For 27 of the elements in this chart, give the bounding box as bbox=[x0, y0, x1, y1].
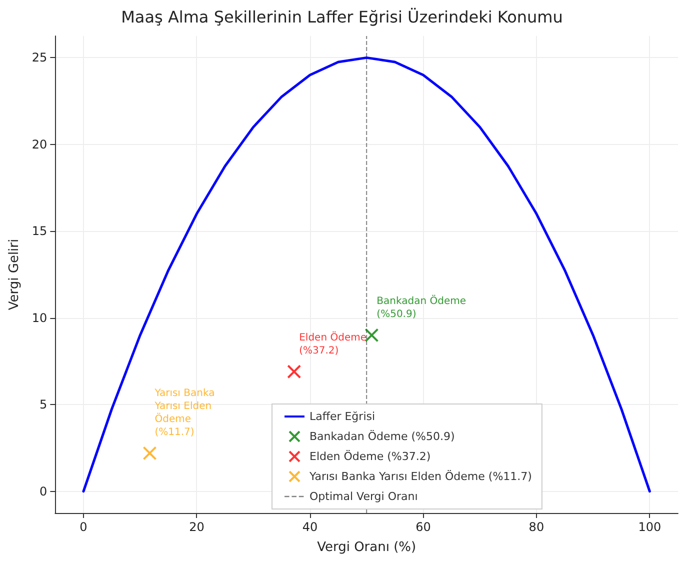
x-tick-label: 100 bbox=[638, 520, 662, 534]
ref-line-label: Optimal Vergi Oranı bbox=[310, 490, 418, 503]
y-tick-label: 15 bbox=[32, 224, 48, 238]
x-tick-label: 60 bbox=[416, 520, 431, 534]
annotation: Elden Ödeme (%37.2) bbox=[299, 330, 366, 357]
x-tick-label: 0 bbox=[80, 520, 88, 534]
x-axis-title: Vergi Oranı (%) bbox=[317, 540, 416, 555]
x-tick-label: 80 bbox=[528, 520, 544, 534]
x-tick-label: 40 bbox=[302, 520, 318, 534]
legend-label: Elden Ödeme (%37.2) bbox=[310, 449, 431, 463]
y-tick-label: 20 bbox=[32, 137, 48, 152]
y-axis-title: Vergi Geliri bbox=[7, 238, 22, 310]
point bbox=[142, 446, 157, 460]
annotation: Bankadan Ödeme (%50.9) bbox=[376, 294, 466, 320]
y-tick-label: 5 bbox=[40, 398, 48, 412]
x-tick-label: 20 bbox=[189, 520, 204, 534]
y-tick-label: 0 bbox=[40, 484, 48, 498]
annotation: Yarısı Banka Yarısı Elden Ödeme (%11.7) bbox=[154, 388, 218, 438]
legend-label: Yarısı Banka Yarısı Elden Ödeme (%11.7) bbox=[308, 469, 532, 483]
line-series bbox=[82, 56, 651, 493]
point bbox=[287, 364, 302, 379]
y-tick-label: 25 bbox=[32, 50, 48, 65]
chart-title: Maaş Alma Şekillerinin Laffer Eğrisi Üzerindeki Konumu bbox=[121, 8, 563, 26]
legend-label: Laffer Eğrisi bbox=[310, 410, 376, 423]
legend-label: Bankadan Ödeme (%50.9) bbox=[310, 429, 455, 443]
point bbox=[364, 328, 379, 342]
y-tick-label: 10 bbox=[32, 310, 48, 325]
